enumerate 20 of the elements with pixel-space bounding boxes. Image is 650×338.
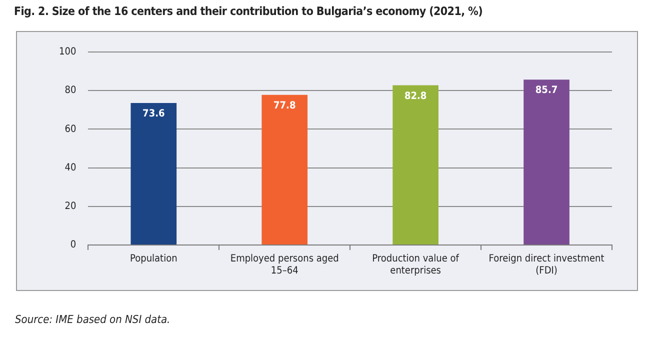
bar	[130, 102, 177, 244]
data-label: 73.6	[142, 108, 165, 120]
data-label: 77.8	[274, 100, 296, 112]
bar	[524, 80, 570, 244]
x-tick-label: Population	[130, 254, 178, 265]
bar	[392, 85, 438, 244]
y-tick-label: 80	[64, 85, 76, 96]
x-tick-label: Foreign direct investment (FDI)	[488, 254, 605, 277]
chart-title: Fig. 2. Size of the 16 centers and their contribution to Bulgaria’s economy (2021, %)	[14, 4, 483, 18]
y-tick-label: 40	[64, 162, 76, 174]
data-label: 85.7	[535, 85, 558, 96]
y-tick-label: 0	[70, 240, 76, 251]
y-tick-label: 60	[64, 124, 76, 135]
source-note: Source: IME based on NSI data.	[15, 313, 170, 326]
x-tick-label: Production value of enterprises	[372, 254, 460, 277]
y-tick-label: 100	[58, 46, 76, 58]
bar	[262, 94, 308, 244]
data-label: 82.8	[404, 90, 427, 102]
y-tick-label: 20	[64, 200, 76, 212]
x-tick-label: Employed persons aged 15–64	[230, 254, 339, 277]
